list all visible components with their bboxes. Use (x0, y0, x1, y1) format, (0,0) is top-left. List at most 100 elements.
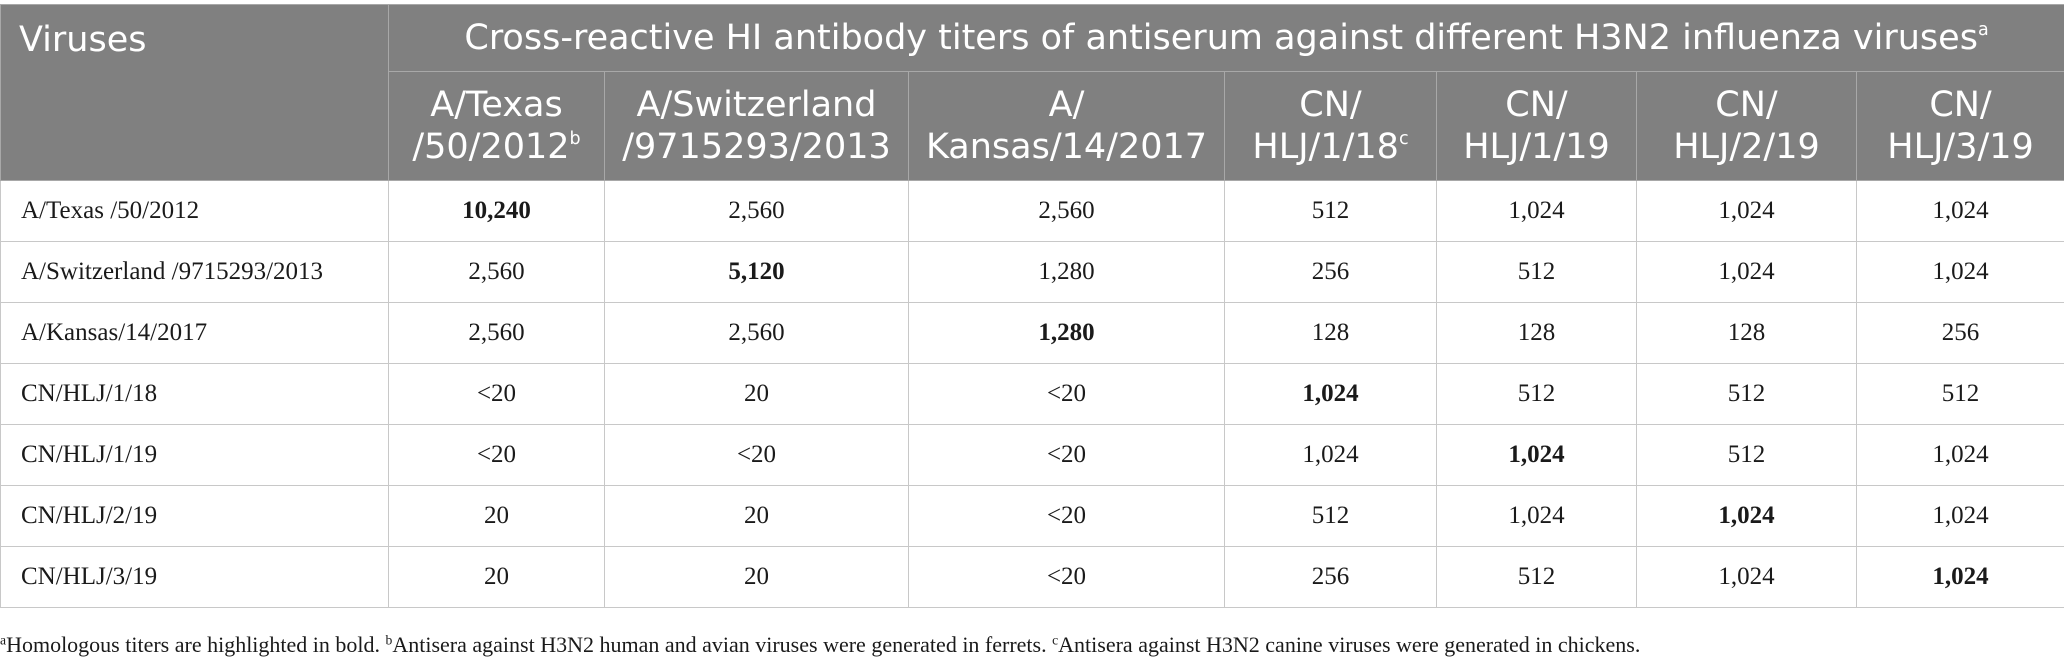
table-row: CN/HLJ/1/18 <20 20 <20 1,024 512 512 512 (0, 363, 2064, 425)
row-virus-label: CN/HLJ/1/19 (0, 424, 389, 486)
titer-cell: 512 (1436, 546, 1637, 608)
column-line2: HLJ/1/18 (1252, 127, 1399, 167)
column-line1: CN/ (1715, 85, 1778, 125)
titer-cell: 1,024 (1636, 546, 1857, 608)
titer-cell: 1,024 (1636, 180, 1857, 242)
table-row: A/Switzerland /9715293/2013 2,560 5,120 1,2… (0, 241, 2064, 303)
column-header: A/Texas/50/2012b (388, 71, 605, 181)
homologous-titer-cell: 10,240 (388, 180, 605, 242)
titer-cell: 512 (1636, 363, 1857, 425)
column-line2: /50/2012 (412, 127, 570, 167)
titer-cell: 1,024 (1224, 424, 1437, 486)
titer-cell: 512 (1855, 363, 2064, 425)
header-row-columns: A/Texas/50/2012b A/Switzerland/9715293/2… (1, 71, 2064, 181)
row-virus-label: CN/HLJ/3/19 (0, 546, 389, 608)
row-virus-label: A/Switzerland /9715293/2013 (0, 241, 389, 303)
column-line2: HLJ/2/19 (1673, 127, 1820, 167)
span-title-sup: a (1977, 20, 1989, 40)
corner-header: Viruses (0, 4, 389, 181)
homologous-titer-cell: 1,024 (1224, 363, 1437, 425)
titer-cell: 1,024 (1636, 241, 1857, 303)
titer-cell: <20 (908, 424, 1225, 486)
titer-cell: 20 (604, 363, 909, 425)
span-title: Cross-reactive HI antibody titers of ant… (464, 18, 1978, 58)
column-sup: c (1398, 129, 1409, 149)
titer-cell: 1,024 (1436, 485, 1637, 547)
footnote-a-text: Homologous titers are highlighted in bol… (6, 632, 386, 657)
column-sup: b (569, 129, 581, 149)
homologous-titer-cell: 5,120 (604, 241, 909, 303)
homologous-titer-cell: 1,024 (1436, 424, 1637, 486)
column-header: CN/HLJ/1/18c (1224, 71, 1437, 181)
footnote-marker-a: a (0, 632, 7, 648)
column-header: A/Kansas/14/2017 (908, 71, 1225, 181)
column-line1: CN/ (1929, 85, 1992, 125)
titer-cell: 2,560 (604, 180, 909, 242)
homologous-titer-cell: 1,024 (1636, 485, 1857, 547)
column-line1: CN/ (1505, 85, 1568, 125)
table-footnote: aHomologous titers are highlighted in bo… (0, 632, 2064, 658)
titer-cell: 2,560 (388, 241, 605, 303)
titer-cell: 20 (388, 485, 605, 547)
titer-cell: <20 (388, 424, 605, 486)
titer-cell: 128 (1436, 302, 1637, 364)
titer-cell: <20 (908, 485, 1225, 547)
titer-cell: 128 (1636, 302, 1857, 364)
column-line1: A/Texas (430, 85, 563, 125)
titer-cell: 20 (604, 485, 909, 547)
table-row: CN/HLJ/3/19 20 20 <20 256 512 1,024 1,024 (0, 546, 2064, 608)
column-line2: HLJ/3/19 (1887, 127, 2034, 167)
titer-cell: 2,560 (908, 180, 1225, 242)
titer-cell: 512 (1436, 363, 1637, 425)
homologous-titer-cell: 1,280 (908, 302, 1225, 364)
homologous-titer-cell: 1,024 (1855, 546, 2064, 608)
titer-cell: 2,560 (388, 302, 605, 364)
footnote-c-text: Antisera against H3N2 canine viruses wer… (1058, 632, 1641, 657)
table-body: A/Texas /50/2012 10,240 2,560 2,560 512 1,024… (0, 180, 2064, 608)
column-header: A/Switzerland/9715293/2013 (604, 71, 909, 181)
footnote-b-text: Antisera against H3N2 human and avian vi… (392, 632, 1053, 657)
titer-cell: 256 (1224, 546, 1437, 608)
row-virus-label: CN/HLJ/1/18 (0, 363, 389, 425)
titer-cell: 1,024 (1855, 424, 2064, 486)
column-line2: /9715293/2013 (622, 127, 891, 167)
column-line1: CN/ (1299, 85, 1362, 125)
row-virus-label: A/Kansas/14/2017 (0, 302, 389, 364)
titer-cell: 1,280 (908, 241, 1225, 303)
column-line2: Kansas/14/2017 (925, 127, 1208, 167)
column-header: CN/HLJ/1/19 (1436, 71, 1637, 181)
span-header: Cross-reactive HI antibody titers of ant… (387, 4, 2064, 72)
column-header: CN/HLJ/2/19 (1636, 71, 1857, 181)
titer-cell: <20 (908, 363, 1225, 425)
titer-cell: 256 (1855, 302, 2064, 364)
table-row: A/Texas /50/2012 10,240 2,560 2,560 512 1,024… (0, 180, 2064, 242)
titer-cell: 512 (1636, 424, 1857, 486)
column-header: CN/HLJ/3/19 (1855, 71, 2064, 181)
titer-cell: 512 (1436, 241, 1637, 303)
titer-table: Viruses Cross-reactive HI antibody titer… (0, 4, 2064, 608)
titer-cell: <20 (388, 363, 605, 425)
titer-cell: 20 (388, 546, 605, 608)
column-line2: HLJ/1/19 (1463, 127, 1610, 167)
row-virus-label: A/Texas /50/2012 (0, 180, 389, 242)
titer-cell: 1,024 (1855, 180, 2064, 242)
footnote-marker-c: c (1052, 632, 1059, 648)
titer-cell: 512 (1224, 180, 1437, 242)
titer-cell: 1,024 (1855, 485, 2064, 547)
titer-cell: <20 (604, 424, 909, 486)
column-line1: A/ (1048, 85, 1085, 125)
table-row: CN/HLJ/2/19 20 20 <20 512 1,024 1,024 1,024 (0, 485, 2064, 547)
titer-cell: 512 (1224, 485, 1437, 547)
titer-cell: 1,024 (1436, 180, 1637, 242)
table-row: A/Kansas/14/2017 2,560 2,560 1,280 128 128 128… (0, 302, 2064, 364)
titer-cell: 2,560 (604, 302, 909, 364)
titer-cell: 1,024 (1855, 241, 2064, 303)
footnote-marker-b: b (385, 632, 393, 648)
titer-cell: <20 (908, 546, 1225, 608)
titer-cell: 256 (1224, 241, 1437, 303)
titer-cell: 128 (1224, 302, 1437, 364)
column-line1: A/Switzerland (636, 85, 877, 125)
table-row: CN/HLJ/1/19 <20 <20 <20 1,024 1,024 512 1,024 (0, 424, 2064, 486)
titer-cell: 20 (604, 546, 909, 608)
header-row-top: Viruses Cross-reactive HI antibody titer… (0, 4, 2064, 181)
